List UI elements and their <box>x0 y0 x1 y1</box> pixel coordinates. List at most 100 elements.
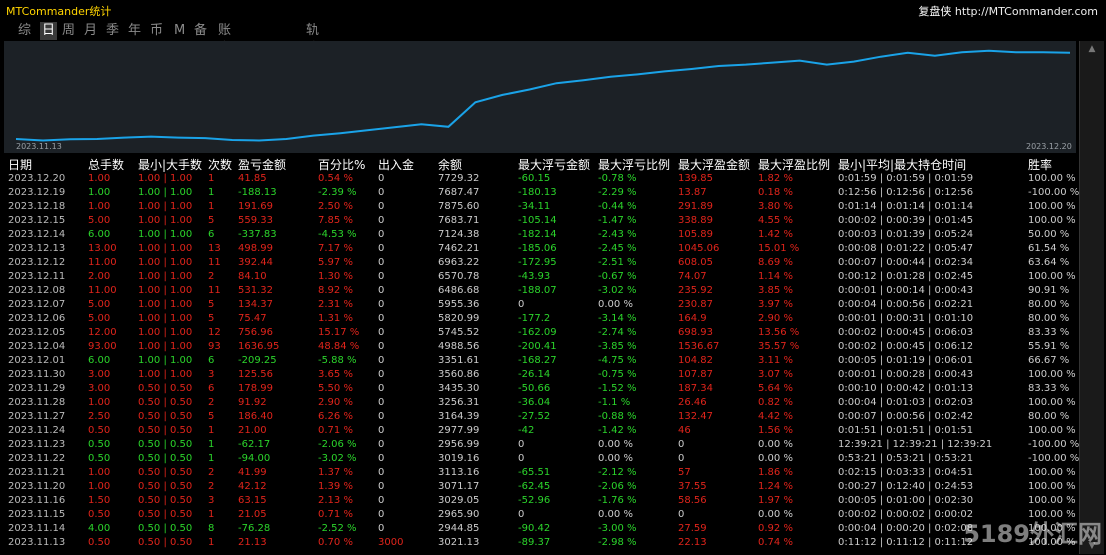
cell-5: 0.71 % <box>318 425 353 436</box>
table-row[interactable]: 2023.11.28 1.00 0.50 | 0.50 2 91.92 2.90 % 0 32… <box>4 396 1076 410</box>
cell-1: 1.00 <box>88 397 111 408</box>
table-row[interactable]: 2023.11.24 0.50 0.50 | 0.50 1 21.00 0.71 % 0 29… <box>4 424 1076 438</box>
brand-link[interactable]: 复盘侠 http://MTCommander.com <box>918 3 1098 19</box>
cell-2: 1.00 | 1.00 <box>138 341 193 352</box>
tab-5[interactable]: 年 <box>128 23 142 38</box>
cell-9: -3.85 % <box>598 341 637 352</box>
cell-6: 0 <box>378 425 385 436</box>
cell-8: -65.51 <box>518 467 551 478</box>
col-header-7[interactable]: 余额 <box>438 158 463 172</box>
table-row[interactable]: 2023.11.13 0.50 0.50 | 0.50 1 21.13 0.70 % 300… <box>4 536 1076 550</box>
table-row[interactable]: 2023.11.16 1.50 0.50 | 0.50 3 63.15 2.13 % 0 30… <box>4 494 1076 508</box>
col-header-8[interactable]: 最大浮亏金额 <box>518 158 591 172</box>
table-row[interactable]: 2023.11.20 1.00 0.50 | 0.50 2 42.12 1.39 % 0 30… <box>4 480 1076 494</box>
cell-6: 0 <box>378 341 385 352</box>
table-row[interactable]: 2023.12.18 1.00 1.00 | 1.00 1 191.69 2.50 % 0 7… <box>4 200 1076 214</box>
cell-10: 22.13 <box>678 537 707 548</box>
table-row[interactable]: 2023.12.01 6.00 1.00 | 1.00 6 -209.25 -5.88 %… <box>4 354 1076 368</box>
col-header-12[interactable]: 最小|平均|最大持仓时间 <box>838 158 967 172</box>
tab-7[interactable]: M <box>174 23 186 38</box>
col-header-9[interactable]: 最大浮亏比例 <box>598 158 671 172</box>
scroll-down-arrow-icon[interactable]: ▼ <box>1088 541 1096 551</box>
table-row[interactable]: 2023.11.22 0.50 0.50 | 0.50 1 -94.00 -3.02 % 0… <box>4 452 1079 466</box>
table-row[interactable]: 2023.11.21 1.00 0.50 | 0.50 2 41.99 1.37 % 0 31… <box>4 466 1076 480</box>
table-row[interactable]: 2023.12.08 11.00 1.00 | 1.00 11 531.32 8.92 %… <box>4 284 1076 298</box>
cell-10: 27.59 <box>678 523 707 534</box>
table-row[interactable]: 2023.11.15 0.50 0.50 | 0.50 1 21.05 0.71 % 0 29… <box>4 508 1076 522</box>
cell-12: 0:00:07 | 0:00:56 | 0:02:42 <box>838 411 974 422</box>
cell-7: 6963.22 <box>438 257 480 268</box>
cell-4: -337.83 <box>238 229 277 240</box>
cell-9: -2.74 % <box>598 327 637 338</box>
table-row[interactable]: 2023.11.27 2.50 0.50 | 0.50 5 186.40 6.26 % 0 3… <box>4 410 1076 424</box>
table-row[interactable]: 2023.11.30 3.00 1.00 | 1.00 3 125.56 3.65 % 0 3… <box>4 368 1076 382</box>
cell-13: 50.00 % <box>1028 229 1070 240</box>
brand-url[interactable]: http://MTCommander.com <box>954 5 1098 18</box>
table-row[interactable]: 2023.12.06 5.00 1.00 | 1.00 5 75.47 1.31 % 0 58… <box>4 312 1076 326</box>
table-row[interactable]: 2023.12.11 2.00 1.00 | 1.00 2 84.10 1.30 % 0 65… <box>4 270 1076 284</box>
cell-7: 7687.47 <box>438 187 480 198</box>
col-header-1[interactable]: 总手数 <box>88 158 125 172</box>
col-header-13[interactable]: 胜率 <box>1028 158 1053 172</box>
cell-12: 0:00:01 | 0:00:28 | 0:00:43 <box>838 369 974 380</box>
cell-13: 83.33 % <box>1028 383 1070 394</box>
cell-3: 5 <box>208 411 215 422</box>
scroll-up-arrow-icon[interactable]: ▲ <box>1088 44 1096 54</box>
col-header-5[interactable]: 百分比% <box>318 158 366 172</box>
cell-8: -62.45 <box>518 481 551 492</box>
cell-6: 0 <box>378 285 385 296</box>
cell-9: -0.67 % <box>598 271 637 282</box>
col-header-2[interactable]: 最小|大手数 <box>138 158 203 172</box>
table-row[interactable]: 2023.11.14 4.00 0.50 | 0.50 8 -76.28 -2.52 % 0… <box>4 522 1076 536</box>
tab-9[interactable]: 账户 <box>218 23 232 56</box>
col-header-6[interactable]: 出入金 <box>378 158 415 172</box>
table-row[interactable]: 2023.12.12 11.00 1.00 | 1.00 11 392.44 5.97 %… <box>4 256 1076 270</box>
table-row[interactable]: 2023.12.04 93.00 1.00 | 1.00 93 1636.95 48.84… <box>4 340 1076 354</box>
vertical-scrollbar[interactable]: ▲ ▼ <box>1079 41 1104 554</box>
cell-12: 0:00:05 | 0:01:19 | 0:06:01 <box>838 355 974 366</box>
cell-5: 48.84 % <box>318 341 360 352</box>
cell-10: 338.89 <box>678 215 713 226</box>
cell-3: 1 <box>208 509 215 520</box>
tab-0[interactable]: 综 <box>18 23 32 38</box>
table-row[interactable]: 2023.12.13 13.00 1.00 | 1.00 13 498.99 7.17 %… <box>4 242 1076 256</box>
tab-3[interactable]: 月 <box>84 23 98 38</box>
table-row[interactable]: 2023.12.15 5.00 1.00 | 1.00 5 559.33 7.85 % 0 7… <box>4 214 1076 228</box>
table-row[interactable]: 2023.12.20 1.00 1.00 | 1.00 1 41.85 0.54 % 0 77… <box>4 172 1076 186</box>
tab-8[interactable]: 备 <box>194 23 208 38</box>
table-row[interactable]: 2023.11.29 3.00 0.50 | 0.50 6 178.99 5.50 % 0 3… <box>4 382 1076 396</box>
col-header-11[interactable]: 最大浮盈比例 <box>758 158 831 172</box>
cell-4: 21.13 <box>238 537 267 548</box>
tab-6[interactable]: 币 <box>150 23 164 38</box>
tab-4[interactable]: 季 <box>106 23 120 38</box>
title-bar: MTCommander统计 复盘侠 http://MTCommander.com <box>0 0 1106 20</box>
table-row[interactable]: 2023.12.19 1.00 1.00 | 1.00 1 -188.13 -2.39 %… <box>4 186 1079 200</box>
cell-9: 0.00 % <box>598 439 633 450</box>
cell-10: 46 <box>678 425 691 436</box>
cell-12: 0:00:05 | 0:01:00 | 0:02:30 <box>838 495 974 506</box>
table-row[interactable]: 2023.11.23 0.50 0.50 | 0.50 1 -62.17 -2.06 % 0… <box>4 438 1079 452</box>
cell-3: 12 <box>208 327 221 338</box>
tab-2[interactable]: 周 <box>62 23 76 38</box>
col-header-10[interactable]: 最大浮盈金额 <box>678 158 751 172</box>
cell-11: 3.97 % <box>758 299 793 310</box>
cell-5: 0.70 % <box>318 537 353 548</box>
cell-8: -177.2 <box>518 313 551 324</box>
cell-7: 3560.86 <box>438 369 480 380</box>
cell-4: -209.25 <box>238 355 277 366</box>
cell-11: 0.18 % <box>758 187 793 198</box>
cell-1: 12.00 <box>88 327 117 338</box>
tab-1[interactable]: 日 <box>40 22 58 40</box>
table-row[interactable]: 2023.12.14 6.00 1.00 | 1.00 6 -337.83 -4.53 %… <box>4 228 1076 242</box>
cell-4: 559.33 <box>238 215 273 226</box>
table-row[interactable]: 2023.12.07 5.00 1.00 | 1.00 5 134.37 2.31 % 0 5… <box>4 298 1076 312</box>
table-row[interactable]: 2023.12.05 12.00 1.00 | 1.00 12 756.96 15.17 … <box>4 326 1076 340</box>
cell-3: 5 <box>208 299 215 310</box>
cell-11: 0.92 % <box>758 523 793 534</box>
cell-0: 2023.12.05 <box>8 327 66 338</box>
col-header-4[interactable]: 盈亏金额 <box>238 158 287 172</box>
tab-10[interactable]: 轨迹 <box>306 23 320 56</box>
col-header-0[interactable]: 日期 <box>8 158 33 172</box>
col-header-3[interactable]: 次数 <box>208 158 233 172</box>
cell-4: 125.56 <box>238 369 273 380</box>
